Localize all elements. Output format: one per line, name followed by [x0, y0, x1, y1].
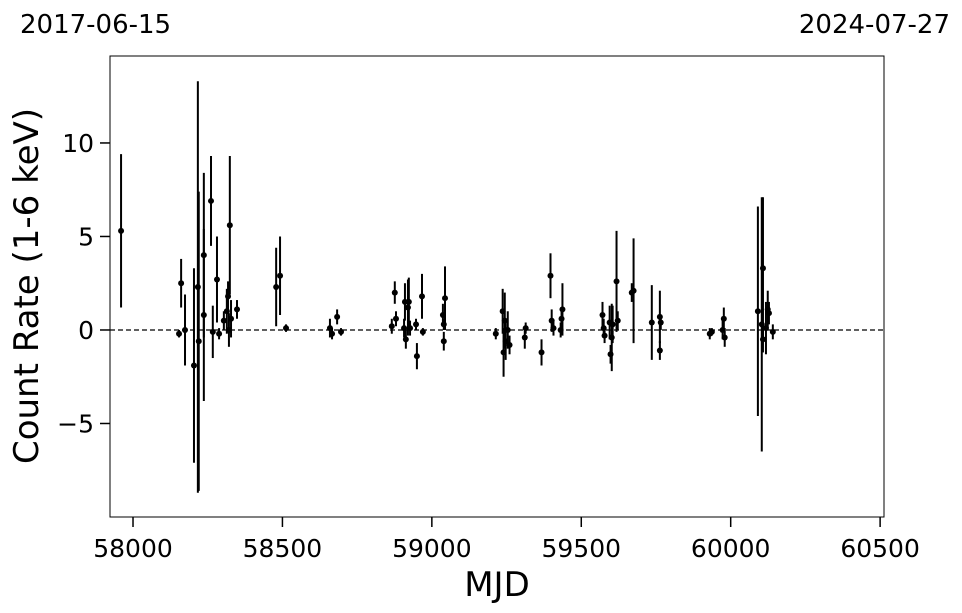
data-point	[440, 321, 447, 328]
data-point	[759, 265, 766, 272]
x-tick-label: 60000	[691, 534, 771, 563]
data-point	[234, 306, 241, 313]
y-axis-label: Count Rate (1-6 keV)	[7, 108, 47, 464]
y-tick-label: −5	[57, 409, 94, 438]
data-point	[200, 312, 207, 319]
data-point	[440, 338, 447, 345]
data-point	[182, 326, 189, 333]
x-tick-label: 59000	[392, 534, 472, 563]
data-point	[283, 325, 290, 332]
data-point	[609, 321, 616, 328]
data-point	[506, 341, 513, 348]
data-point	[538, 349, 545, 356]
x-tick-label: 59500	[542, 534, 622, 563]
data-point	[754, 308, 761, 315]
x-axis-label: MJD	[464, 565, 530, 605]
x-tick-label: 58500	[243, 534, 323, 563]
data-point	[178, 280, 185, 287]
data-point	[504, 326, 511, 333]
data-point	[720, 315, 727, 322]
data-point	[501, 317, 508, 324]
data-point	[522, 325, 529, 332]
data-point	[413, 353, 420, 360]
data-point	[213, 276, 220, 283]
data-point	[599, 312, 606, 319]
data-point	[388, 323, 395, 330]
data-point	[195, 338, 202, 345]
data-point	[118, 227, 125, 234]
data-point	[405, 298, 412, 305]
data-point	[559, 306, 566, 313]
data-point	[401, 325, 408, 332]
data-point	[656, 347, 663, 354]
data-point	[402, 336, 409, 343]
y-tick-label: 0	[78, 316, 94, 345]
y-tick-label: 5	[78, 222, 94, 251]
y-tick-label: 10	[62, 129, 94, 158]
data-point	[226, 222, 233, 229]
data-point	[550, 325, 557, 332]
data-point	[657, 319, 664, 326]
data-point	[721, 334, 728, 341]
plot-frame	[109, 55, 885, 518]
data-point	[190, 362, 197, 369]
data-point	[769, 328, 776, 335]
data-point	[225, 293, 232, 300]
x-tick-label: 60500	[840, 534, 920, 563]
data-point	[648, 319, 655, 326]
data-point	[176, 330, 183, 337]
data-point	[334, 313, 341, 320]
data-point	[216, 330, 223, 337]
data-point	[442, 295, 449, 302]
data-point	[708, 328, 715, 335]
data-point	[392, 315, 399, 322]
data-point	[418, 293, 425, 300]
data-point	[329, 330, 336, 337]
data-point	[391, 289, 398, 296]
data-point	[413, 321, 420, 328]
data-point	[613, 278, 620, 285]
data-point	[407, 325, 414, 332]
data-point	[521, 334, 528, 341]
data-point	[601, 332, 608, 339]
start-date: 2017-06-15	[20, 10, 171, 40]
data-point	[547, 272, 554, 279]
data-point	[277, 272, 284, 279]
data-point	[228, 315, 235, 322]
data-point	[614, 317, 621, 324]
data-point	[273, 283, 280, 290]
data-point	[759, 336, 766, 343]
end-date: 2024-07-27	[799, 10, 950, 40]
data-point	[338, 328, 345, 335]
x-tick-label: 58000	[93, 534, 173, 563]
data-point	[220, 317, 227, 324]
data-point	[209, 328, 216, 335]
data-point	[765, 310, 772, 317]
data-point	[492, 330, 499, 337]
data-point	[630, 287, 637, 294]
data-point	[419, 328, 426, 335]
data-point	[208, 197, 215, 204]
